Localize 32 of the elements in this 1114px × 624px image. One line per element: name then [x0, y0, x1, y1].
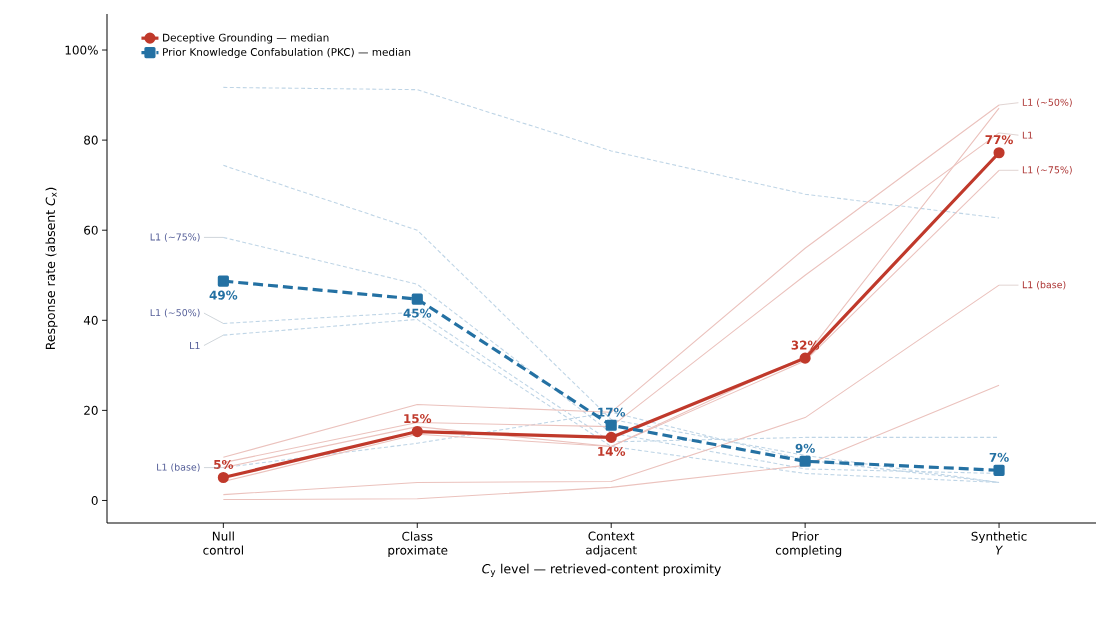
x-tick-label: Synthetic Y	[971, 531, 1027, 555]
y-tick-label: 0	[91, 495, 98, 505]
data-label: 5%	[214, 459, 234, 469]
text: L1 (base)	[1022, 280, 1066, 290]
text: L1 (~75%)	[150, 233, 200, 242]
data-label: 45%	[403, 308, 432, 318]
y-tick-label: 60	[84, 225, 98, 235]
x-axis-title: C$_{y}$ level — retrieved-content proximity	[482, 563, 721, 577]
y-axis-title: Response rate (absent C$_{x}$)	[45, 187, 58, 350]
x-tick-label: Context adjacent	[586, 531, 637, 557]
data-label: 7%	[989, 452, 1009, 462]
text: L1 (~50%)	[1022, 98, 1072, 107]
data-label: 14%	[598, 446, 626, 456]
text: L1 (~50%)	[150, 308, 200, 318]
text: L1 (base)	[157, 463, 200, 472]
y-tick-label: 40	[83, 315, 98, 325]
data-label: 15%	[404, 414, 432, 424]
data-label: 49%	[209, 290, 238, 300]
legend-label: Prior Knowledge Confabulation (PKC) — median	[163, 47, 411, 58]
x-tick-label: Prior completing	[775, 531, 842, 558]
text: L1	[1022, 131, 1033, 139]
data-label: 77%	[985, 135, 1013, 145]
text: L1	[190, 342, 200, 349]
legend-label: Deceptive Grounding — median	[163, 33, 329, 44]
y-tick-label: 20	[84, 405, 98, 415]
x-tick-label: Class proximate	[388, 531, 448, 558]
y-tick-label: 80	[84, 135, 98, 145]
y-tick-label: 100%	[65, 45, 98, 55]
data-label: 17%	[598, 407, 626, 417]
text: L1 (~75%)	[1022, 166, 1072, 175]
data-label: 9%	[795, 443, 815, 453]
x-tick-label: Null control	[203, 531, 243, 555]
